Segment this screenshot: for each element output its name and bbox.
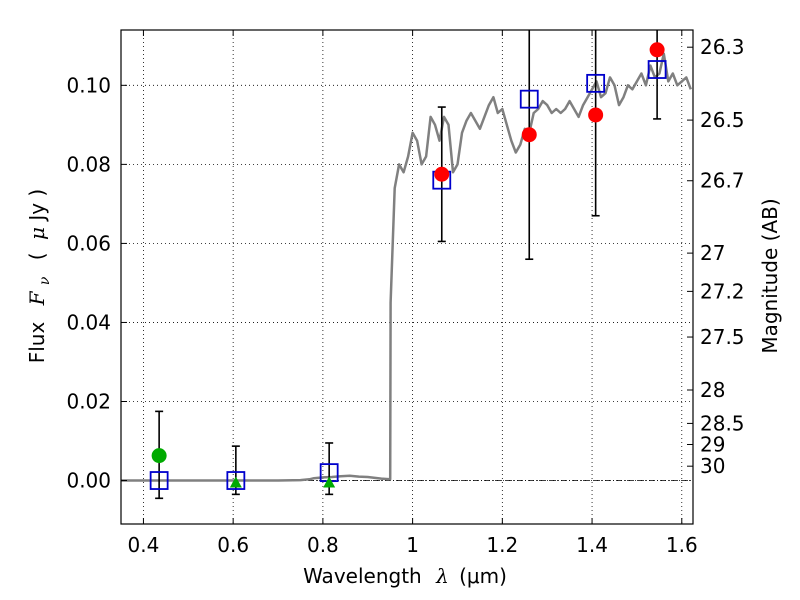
- mag-tick-label: 30: [700, 454, 725, 478]
- y-tick-label: 0.08: [66, 152, 111, 176]
- photometry-circle-marker: [151, 448, 167, 464]
- model-layer: [121, 52, 692, 482]
- x-tick-label: 1.4: [576, 533, 608, 557]
- photometry-square-marker: [586, 73, 606, 93]
- x-axis-label-symbol: λ: [435, 564, 449, 588]
- photometry-square-marker: [647, 60, 667, 79]
- photometry-circle-marker: [521, 127, 537, 143]
- errorbar-layer: [155, 30, 662, 500]
- photometry-square-marker: [519, 89, 539, 109]
- mag-tick-label: 26.3: [700, 35, 745, 59]
- x-axis-label: Wavelength λ (μm): [303, 564, 507, 588]
- photometry-circle-marker: [588, 107, 604, 123]
- y-axis-label-unit-rest: Jy ): [25, 189, 49, 223]
- y-axis-label: Flux F ν ( μ Jy ): [25, 189, 54, 364]
- y-axis-label-symbol: F: [25, 290, 49, 306]
- x-tick-label: 0.4: [128, 533, 160, 557]
- x-tick-label: 1.6: [666, 533, 698, 557]
- mag-tick-label: 27: [700, 241, 725, 265]
- y2-axis-label: Magnitude (AB): [758, 198, 782, 353]
- photometry-square-marker: [149, 471, 169, 490]
- plot-frame: [120, 29, 694, 525]
- ticks: 0.4 0.6 0.8 1 1.2 1.4 1.6 0.00 0.02 0.04 0.06 0.08 0…: [66, 30, 745, 557]
- y-axis-label-text: Flux: [25, 322, 49, 364]
- mag-tick-label: 28: [700, 378, 725, 402]
- mag-tick-label: 26.7: [700, 169, 745, 193]
- y-axis-label-sub: ν: [37, 276, 53, 285]
- x-tick-label: 0.6: [217, 533, 249, 557]
- y-tick-label: 0.02: [66, 389, 111, 413]
- photometry-triangle-marker: [229, 476, 242, 488]
- photometry-square-marker: [226, 471, 246, 490]
- y-axis-label-unit-mu: μ: [25, 227, 49, 240]
- marker-layer: [149, 42, 667, 490]
- x-axis-label-text: Wavelength: [303, 564, 422, 588]
- x-axis-label-unit: (μm): [459, 564, 507, 588]
- grid: [121, 30, 693, 524]
- model-spectrum-line: [121, 52, 692, 482]
- x-tick-label: 0.8: [307, 533, 339, 557]
- y-axis-label-unit-open: (: [25, 252, 49, 260]
- mag-tick-label: 29: [700, 432, 725, 456]
- photometry-circle-marker: [434, 166, 450, 182]
- photometry-circle-marker: [649, 42, 665, 58]
- y-tick-label: 0.10: [66, 73, 111, 97]
- photometry-triangle-marker: [323, 476, 336, 488]
- y-tick-label: 0.06: [66, 231, 111, 255]
- x-tick-label: 1: [406, 533, 419, 557]
- mag-tick-label: 27.5: [700, 325, 745, 349]
- mag-tick-label: 26.5: [700, 108, 745, 132]
- x-tick-label: 1.2: [486, 533, 518, 557]
- y-tick-label: 0.04: [66, 310, 111, 334]
- y-tick-label: 0.00: [66, 469, 111, 493]
- mag-tick-label: 27.2: [700, 279, 745, 303]
- mag-tick-label: 28.5: [700, 411, 745, 435]
